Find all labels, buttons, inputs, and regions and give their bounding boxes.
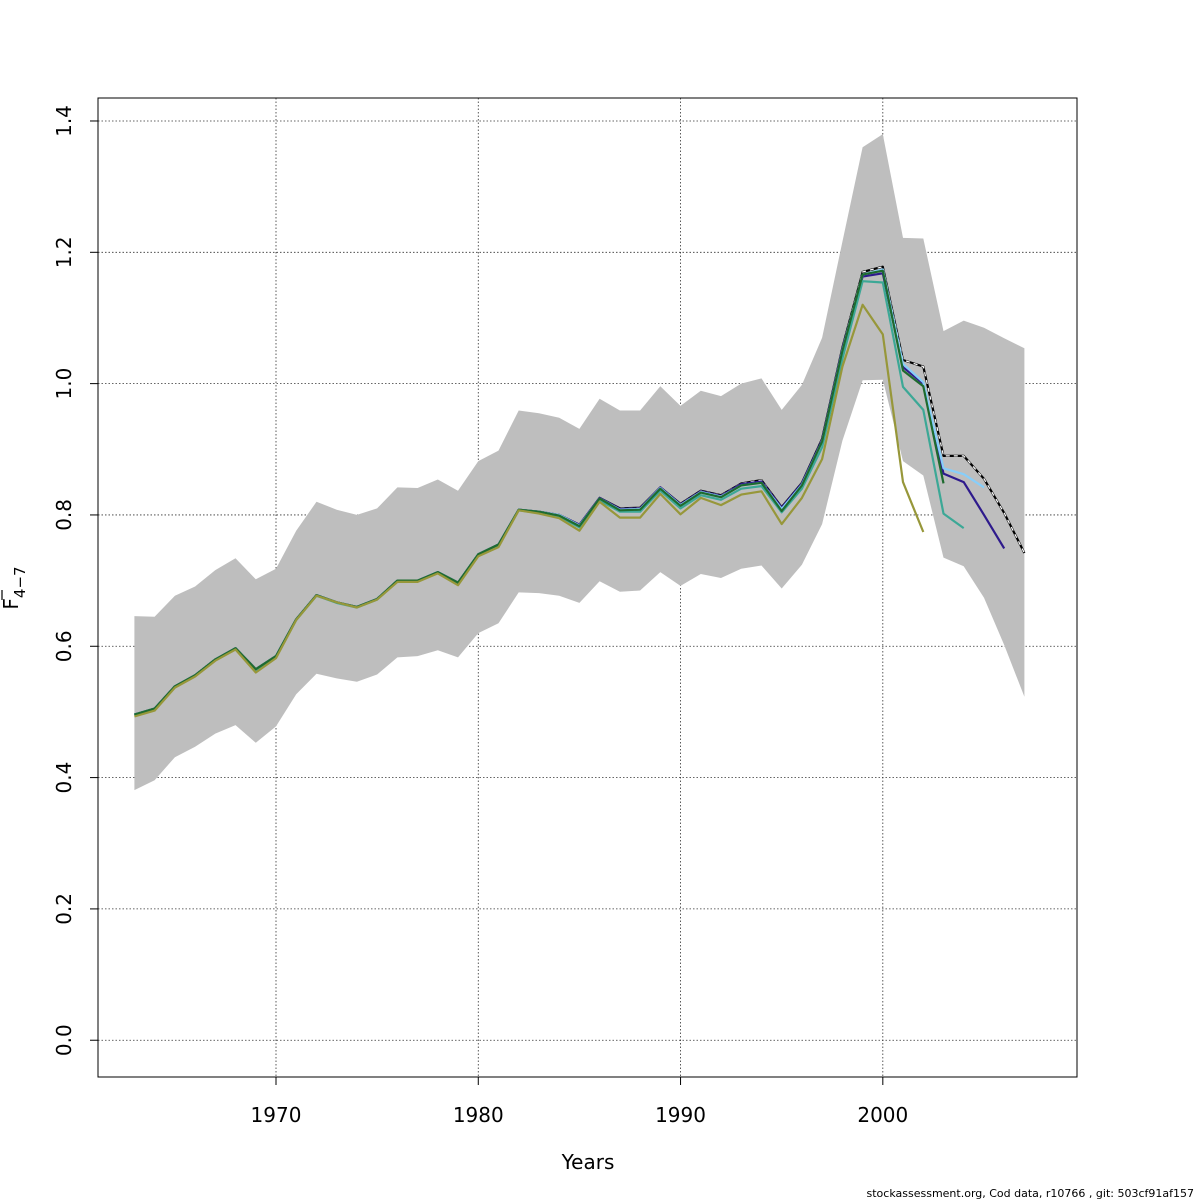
y-axis-title-main: F <box>0 598 23 610</box>
confidence-band-layer <box>134 134 1025 791</box>
x-tick-label-1990: 1990 <box>655 1103 706 1127</box>
y-tick-label-0: 0.0 <box>52 1024 76 1056</box>
y-tick-label-1: 0.2 <box>52 893 76 925</box>
x-axis-title: Years <box>561 1150 615 1174</box>
svg-text:F4−7: F4−7 <box>0 566 29 609</box>
y-axis-title-subscript: 4−7 <box>11 566 29 598</box>
x-tick-label-1980: 1980 <box>453 1103 504 1127</box>
y-tick-label-4: 0.8 <box>52 499 76 531</box>
series-lines-layer <box>134 265 1026 718</box>
y-axis-title: F4−7 <box>0 566 29 609</box>
y-tick-label-3: 0.6 <box>52 630 76 662</box>
y-tick-label-6: 1.2 <box>52 236 76 268</box>
axis-ticks: 1970 1980 1990 2000 0.0 0.2 0.4 0.6 0.8 1.0 1.2 1.4 <box>52 105 908 1127</box>
y-tick-label-7: 1.4 <box>52 105 76 137</box>
y-tick-label-2: 0.4 <box>52 762 76 794</box>
series-line-peel5 <box>134 303 925 718</box>
x-tick-label-2000: 2000 <box>857 1103 908 1127</box>
y-tick-label-5: 1.0 <box>52 368 76 400</box>
plot-frame <box>97 97 1078 1078</box>
confidence-band <box>134 134 1025 791</box>
footer-credit: stockassessment.org, Cod data, r10766 , … <box>867 1187 1194 1200</box>
x-tick-label-1970: 1970 <box>251 1103 302 1127</box>
series-line-peel4 <box>134 269 945 716</box>
